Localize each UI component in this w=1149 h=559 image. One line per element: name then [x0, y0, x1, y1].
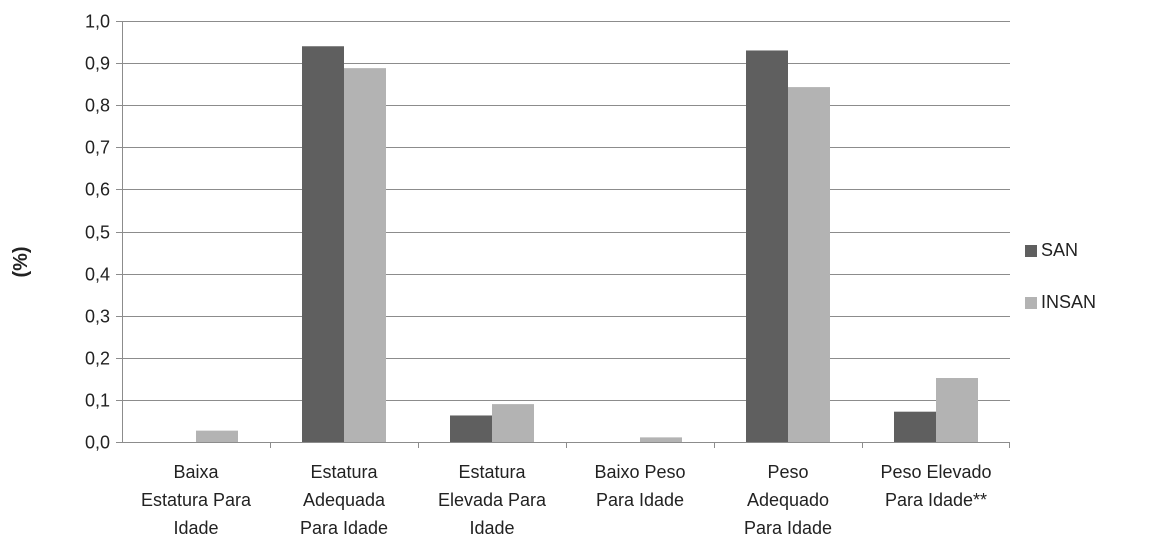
legend: SAN INSAN — [1025, 240, 1096, 312]
x-tick-label: Peso — [767, 462, 808, 482]
bar-insan — [640, 437, 682, 442]
x-tick-label: Para Idade — [596, 490, 684, 510]
x-tick-label: Idade — [469, 518, 514, 538]
x-tick-label: Idade — [173, 518, 218, 538]
y-tick-label: 1,0 — [85, 12, 110, 32]
bar-san — [302, 46, 344, 442]
legend-label-san: SAN — [1041, 240, 1078, 260]
bar-insan — [492, 404, 534, 442]
x-tick-label: Estatura — [310, 462, 378, 482]
x-tick-label: Para Idade — [300, 518, 388, 538]
y-tick-label: 0,4 — [85, 265, 110, 285]
x-tick-label: Para Idade** — [885, 490, 987, 510]
bar-san — [450, 415, 492, 442]
x-tick-label: Peso Elevado — [880, 462, 991, 482]
y-tick-label: 0,1 — [85, 391, 110, 411]
x-tick-label: Estatura — [458, 462, 526, 482]
legend-swatch-insan — [1025, 297, 1037, 309]
y-tick-label: 0,8 — [85, 96, 110, 116]
y-tick-label: 0,7 — [85, 138, 110, 158]
x-tick-label: Adequado — [747, 490, 829, 510]
legend-swatch-san — [1025, 245, 1037, 257]
y-tick-label: 0,5 — [85, 223, 110, 243]
x-tick-label: Baixo Peso — [594, 462, 685, 482]
bar-insan — [936, 378, 978, 442]
bars — [196, 46, 978, 443]
x-tick-label: Elevada Para — [438, 490, 547, 510]
axes: 0,0 0,1 0,2 0,3 0,4 0,5 0,6 0,7 0,8 0,9 1,0 Baixa Es… — [85, 12, 1010, 538]
y-axis-title: (%) — [10, 246, 32, 277]
bar-san — [894, 411, 936, 442]
bar-insan — [196, 430, 238, 442]
y-tick-label: 0,9 — [85, 54, 110, 74]
x-tick-label: Estatura Para — [141, 490, 252, 510]
y-tick-label: 0,3 — [85, 307, 110, 327]
legend-label-insan: INSAN — [1041, 292, 1096, 312]
bar-insan — [344, 68, 386, 442]
x-tick-label: Para Idade — [744, 518, 832, 538]
y-tick-label: 0,2 — [85, 349, 110, 369]
bar-san — [746, 50, 788, 442]
gridlines — [122, 21, 1010, 401]
y-tick-label: 0,0 — [85, 433, 110, 453]
bar-insan — [788, 87, 830, 443]
x-tick-label: Baixa — [173, 462, 219, 482]
x-tick-label: Adequada — [303, 490, 386, 510]
y-tick-label: 0,6 — [85, 180, 110, 200]
